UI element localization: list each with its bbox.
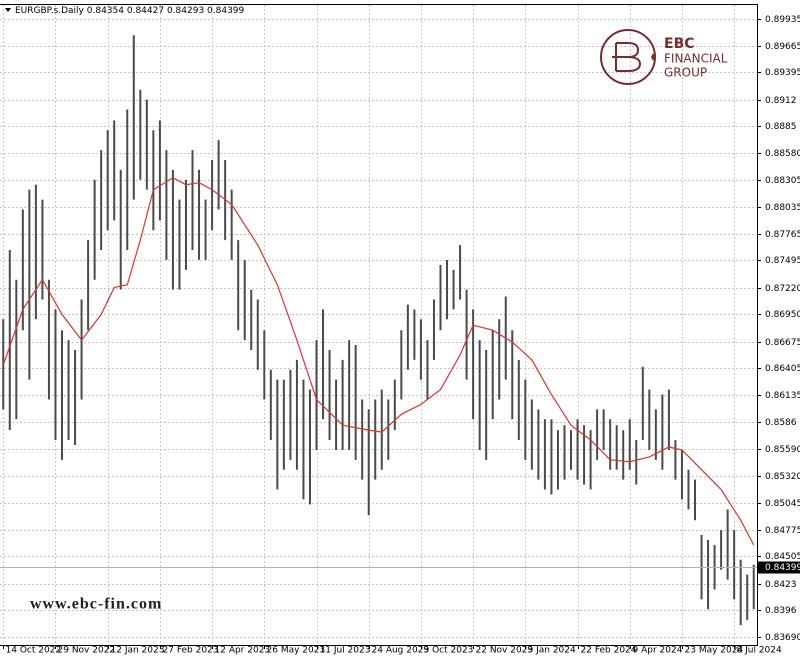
last-price-box (758, 561, 800, 574)
x-tick-label: 12 Apr 2023 (215, 646, 271, 656)
x-tick-label: 14 Oct 2022 (6, 646, 62, 656)
watermark: www.ebc-fin.com (30, 596, 162, 613)
y-tick-label: 0.86135 (765, 391, 800, 401)
y-tick-label: 0.86405 (765, 364, 800, 374)
axes: 0.89935 0.89665 0.89395 0.8912 0.8885 0.88580… (3, 15, 800, 656)
y-tick-label: 0.88580 (765, 149, 800, 159)
last-price-label: 0.84399 (765, 563, 800, 573)
chart-header: EURGBP.s.Daily 0.84354 0.84427 0.84293 0… (15, 6, 245, 16)
x-tick-label: 8 Jul 2024 (737, 646, 782, 656)
y-tick-label: 0.89395 (765, 68, 800, 78)
x-tick-label: 9 Apr 2024 (633, 646, 683, 656)
y-tick-label: 0.85045 (765, 499, 800, 509)
x-tick-label: 27 Feb 2023 (163, 646, 219, 656)
x-tick-label: 29 Nov 2022 (58, 646, 116, 656)
y-tick-label: 0.87495 (765, 256, 800, 266)
logo-star (651, 53, 655, 61)
y-tick-label: 0.89665 (765, 42, 800, 52)
y-tick-label: 0.88035 (765, 203, 800, 213)
y-tick-label: 0.86950 (765, 310, 800, 320)
x-tick-label: 9 Oct 2023 (424, 646, 474, 656)
symbol: EURGBP.s.Daily (15, 6, 85, 16)
logo-line2: GROUP (664, 66, 707, 80)
marks (0, 35, 757, 626)
logo: EBC FINANCIAL GROUP (600, 29, 728, 85)
close: 0.84399 (207, 6, 244, 16)
logo-mark (612, 42, 642, 72)
x-tick-label: 26 May 2023 (267, 646, 326, 656)
x-tick-label: 23 May 2024 (685, 646, 744, 656)
y-tick-label: 0.8423 (765, 580, 797, 590)
x-tick-label: 12 Jan 2023 (111, 646, 165, 656)
open: 0.84354 (87, 6, 124, 16)
x-tick-label: 11 Jul 2023 (320, 646, 371, 656)
y-tick-label: 0.85320 (765, 472, 800, 482)
x-tick-label: 22 Nov 2023 (476, 646, 534, 656)
y-tick-label: 0.86675 (765, 338, 800, 348)
moving-average (2, 177, 755, 546)
y-tick-label: 0.8586 (765, 418, 797, 428)
x-tick-label: 9 Jan 2024 (528, 646, 576, 656)
y-tick-label: 0.87220 (765, 284, 800, 294)
y-tick-label: 0.8885 (765, 122, 797, 132)
high: 0.84427 (127, 6, 164, 16)
y-tick-label: 0.8396 (765, 606, 797, 616)
x-tick-label: 22 Feb 2024 (581, 646, 637, 656)
y-tick-label: 0.85590 (765, 445, 800, 455)
logo-line1: FINANCIAL (664, 52, 728, 66)
y-tick-label: 0.88305 (765, 176, 800, 186)
y-tick-label: 0.89935 (765, 15, 800, 25)
header-arrow (5, 8, 11, 12)
x-tick-label: 24 Aug 2023 (372, 646, 430, 656)
low: 0.84293 (167, 6, 204, 16)
y-tick-label: 0.87765 (765, 230, 800, 240)
logo-brand: EBC (664, 36, 695, 52)
y-tick-label: 0.8912 (765, 96, 797, 106)
y-tick-label: 0.83690 (765, 633, 800, 643)
y-tick-label: 0.84505 (765, 552, 800, 562)
y-tick-label: 0.84775 (765, 526, 800, 536)
